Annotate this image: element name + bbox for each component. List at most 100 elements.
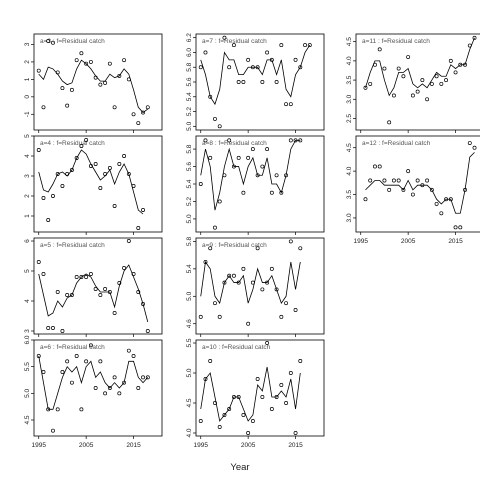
data-point — [84, 275, 89, 279]
data-point — [93, 162, 98, 166]
y-tick-label: 4.0 — [346, 166, 353, 175]
data-point — [391, 93, 396, 98]
y-tick-label: 6.0 — [186, 48, 193, 57]
data-point — [401, 187, 406, 192]
data-point — [246, 431, 251, 435]
data-point — [260, 395, 265, 399]
data-point — [373, 62, 377, 67]
x-axis-label: Year — [230, 462, 249, 473]
y-tick-label: 5 — [24, 134, 31, 138]
data-point — [217, 199, 222, 204]
data-point — [288, 371, 293, 375]
data-point — [208, 94, 213, 99]
panel: a=3 : f=Residual catch -1 0 1 2 3 — [24, 33, 163, 133]
data-point — [377, 164, 382, 169]
data-point — [98, 359, 103, 364]
data-point — [444, 197, 449, 202]
panel: a=7 : f=Residual catch 5.0 5.2 5.4 5.6 5.8 6.0… — [186, 33, 325, 133]
data-point — [126, 172, 131, 176]
data-point — [98, 82, 103, 87]
data-point — [69, 87, 74, 92]
data-point — [222, 35, 227, 40]
y-tick-label: 5.0 — [186, 291, 193, 300]
data-point — [65, 293, 70, 297]
data-point — [46, 218, 51, 222]
data-point — [373, 164, 377, 169]
data-point — [122, 154, 127, 158]
data-point — [60, 370, 65, 374]
data-point — [368, 81, 373, 86]
data-point — [284, 301, 289, 306]
data-point — [303, 43, 307, 48]
data-point — [36, 260, 41, 264]
data-point — [227, 407, 232, 411]
data-point — [46, 326, 51, 330]
data-point — [444, 78, 449, 83]
y-tick-label: 6.2 — [186, 33, 193, 42]
y-tick-label: 0 — [24, 95, 31, 99]
data-point — [145, 329, 150, 333]
data-point — [269, 266, 274, 271]
y-tick-label: 5.8 — [186, 144, 193, 153]
data-point — [84, 359, 89, 364]
data-point — [377, 47, 382, 52]
data-point — [131, 112, 136, 117]
fit-line — [200, 366, 301, 422]
data-point — [107, 386, 112, 390]
data-point — [198, 314, 203, 319]
data-point — [41, 196, 46, 200]
data-point — [79, 407, 84, 412]
data-point — [368, 178, 373, 183]
data-point — [88, 272, 93, 276]
data-point — [88, 164, 93, 168]
data-point — [126, 239, 131, 243]
fit-line — [365, 152, 475, 214]
data-point — [236, 155, 241, 160]
panel-title: a=10 : f=Residual catch — [202, 344, 271, 351]
data-point — [213, 116, 217, 121]
data-point — [217, 124, 222, 129]
data-point — [107, 166, 112, 170]
y-tick-label: 3 — [24, 174, 31, 178]
y-tick-label: 5.2 — [186, 197, 193, 206]
data-point — [36, 354, 41, 358]
data-point — [65, 172, 70, 176]
data-point — [69, 293, 74, 297]
y-tick-label: 3 — [24, 42, 31, 46]
y-tick-label: 5.2 — [186, 107, 193, 116]
data-point — [213, 225, 217, 230]
data-point — [51, 428, 55, 433]
data-point — [396, 178, 401, 183]
data-point — [112, 204, 117, 208]
data-point — [298, 359, 303, 363]
data-point — [448, 58, 453, 63]
data-point — [434, 74, 439, 79]
fit-line — [365, 37, 475, 97]
data-point — [284, 102, 289, 107]
data-point — [420, 183, 425, 188]
data-point — [260, 164, 265, 169]
data-point — [227, 65, 232, 70]
data-point — [55, 172, 60, 176]
data-point — [250, 280, 255, 285]
x-tick-label: 2005 — [401, 238, 416, 245]
data-point — [241, 266, 246, 271]
data-point — [387, 187, 392, 192]
data-point — [203, 260, 208, 264]
data-point — [217, 314, 222, 319]
y-tick-label: 3.5 — [346, 75, 353, 84]
data-point — [363, 197, 368, 202]
data-point — [141, 375, 145, 380]
data-point — [136, 226, 141, 230]
data-point — [198, 419, 203, 423]
data-point — [250, 419, 255, 423]
y-tick-label: 4.0 — [346, 56, 353, 65]
y-tick-label: 5.0 — [186, 121, 193, 130]
data-point — [406, 55, 411, 59]
data-point — [136, 290, 141, 294]
data-point — [107, 290, 112, 294]
data-point — [55, 290, 60, 294]
y-tick-label: 4 — [24, 299, 31, 303]
data-point — [274, 173, 279, 178]
